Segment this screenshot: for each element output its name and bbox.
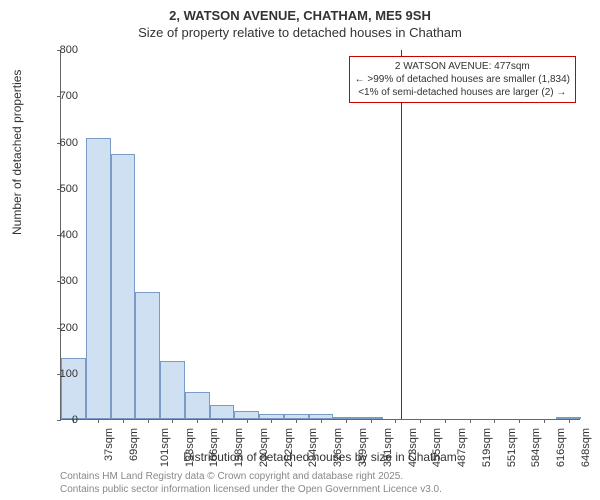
histogram-bar xyxy=(86,138,111,419)
x-tick-mark xyxy=(445,419,446,423)
x-tick-mark xyxy=(519,419,520,423)
plot-area: 2 WATSON AVENUE: 477sqm← >99% of detache… xyxy=(60,50,580,420)
x-tick-mark xyxy=(123,419,124,423)
x-tick-label: 648sqm xyxy=(580,428,592,467)
x-tick-mark xyxy=(296,419,297,423)
x-tick-mark xyxy=(197,419,198,423)
histogram-bar xyxy=(185,392,210,419)
y-tick-label: 800 xyxy=(48,44,78,56)
chart-container: 2, WATSON AVENUE, CHATHAM, ME5 9SH Size … xyxy=(0,0,600,500)
x-tick-mark xyxy=(222,419,223,423)
annotation-box: 2 WATSON AVENUE: 477sqm← >99% of detache… xyxy=(349,56,576,103)
y-tick-label: 100 xyxy=(48,368,78,380)
x-axis-label: Distribution of detached houses by size … xyxy=(60,450,580,464)
histogram-bar xyxy=(210,405,235,419)
attribution: Contains HM Land Registry data © Crown c… xyxy=(60,470,442,496)
y-tick-label: 200 xyxy=(48,322,78,334)
x-tick-mark xyxy=(271,419,272,423)
x-tick-mark xyxy=(148,419,149,423)
histogram-bar xyxy=(234,411,259,419)
x-tick-mark xyxy=(247,419,248,423)
x-tick-mark xyxy=(321,419,322,423)
histogram-bar xyxy=(111,154,136,419)
y-tick-label: 700 xyxy=(48,90,78,102)
x-tick-mark xyxy=(420,419,421,423)
x-tick-mark xyxy=(569,419,570,423)
histogram-bar xyxy=(61,358,86,420)
histogram-bar xyxy=(135,292,160,419)
y-tick-label: 400 xyxy=(48,229,78,241)
y-tick-label: 0 xyxy=(48,414,78,426)
x-tick-mark xyxy=(470,419,471,423)
x-tick-mark xyxy=(494,419,495,423)
reference-line xyxy=(401,50,402,419)
attribution-line2: Contains public sector information licen… xyxy=(60,483,442,496)
histogram-bar xyxy=(160,361,185,419)
y-axis-label: Number of detached properties xyxy=(10,70,24,235)
attribution-line1: Contains HM Land Registry data © Crown c… xyxy=(60,470,442,483)
plot-inner: 2 WATSON AVENUE: 477sqm← >99% of detache… xyxy=(61,50,580,419)
x-tick-mark xyxy=(346,419,347,423)
x-tick-mark xyxy=(395,419,396,423)
x-tick-mark xyxy=(172,419,173,423)
chart-title: 2, WATSON AVENUE, CHATHAM, ME5 9SH xyxy=(0,0,600,23)
x-tick-mark xyxy=(98,419,99,423)
annotation-line: 2 WATSON AVENUE: 477sqm xyxy=(355,60,570,73)
y-tick-label: 500 xyxy=(48,183,78,195)
y-tick-label: 300 xyxy=(48,275,78,287)
x-tick-mark xyxy=(544,419,545,423)
annotation-line: <1% of semi-detached houses are larger (… xyxy=(355,86,570,99)
chart-subtitle: Size of property relative to detached ho… xyxy=(0,23,600,40)
y-tick-label: 600 xyxy=(48,137,78,149)
annotation-line: ← >99% of detached houses are smaller (1… xyxy=(355,73,570,86)
x-tick-mark xyxy=(371,419,372,423)
